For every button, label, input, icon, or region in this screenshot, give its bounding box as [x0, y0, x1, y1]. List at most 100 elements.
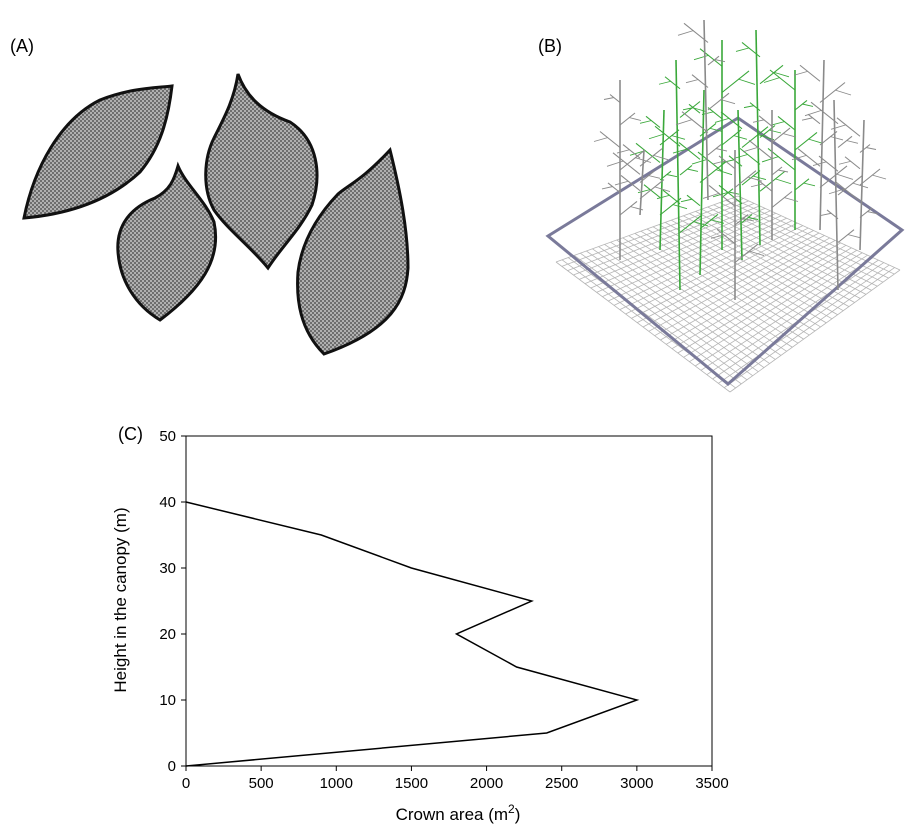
- tree-stem: [859, 119, 865, 251]
- tree-twig: [714, 59, 726, 63]
- panel-a-label: (A): [10, 36, 34, 56]
- tree-twig: [846, 140, 859, 144]
- tree-twig: [752, 175, 767, 181]
- y-tick-label: 0: [168, 758, 176, 775]
- tree-branch: [739, 147, 761, 165]
- tree-branch: [607, 182, 621, 193]
- tree-twig: [865, 147, 877, 150]
- grid-line: [723, 267, 895, 388]
- grid-line: [729, 269, 901, 393]
- tree-twig: [648, 133, 666, 140]
- ground-grid: [555, 195, 901, 393]
- tree-branch: [678, 142, 701, 160]
- tree-branch: [691, 74, 709, 88]
- tree-twig: [847, 234, 861, 239]
- tree-branch: [734, 214, 749, 226]
- tree-branch: [688, 103, 701, 114]
- tree-twig: [774, 178, 792, 185]
- tree-branch: [734, 170, 757, 188]
- tree-stem: [755, 29, 761, 246]
- tree-twig: [715, 148, 728, 152]
- tree-twig: [654, 186, 671, 192]
- tree-twig: [747, 176, 763, 182]
- tree-branch: [837, 135, 853, 148]
- plot-frame: [545, 116, 905, 386]
- tree-stem: [819, 59, 825, 231]
- tree-branch: [639, 179, 665, 200]
- tree-twig: [750, 183, 764, 188]
- tree-twig: [830, 136, 844, 141]
- tree-branch: [741, 42, 761, 58]
- tree-twig: [687, 168, 699, 172]
- tree-twig: [680, 198, 693, 203]
- tree-twig: [722, 159, 735, 163]
- grid-line: [706, 259, 879, 375]
- x-axis-ticks: 0 500 1000 1500 2000 2500 3000 3500: [182, 766, 729, 792]
- tree-twig: [802, 103, 814, 107]
- leaf-shape-4: [296, 146, 410, 356]
- tree-branch: [679, 164, 693, 176]
- tree-branch: [844, 156, 861, 170]
- tree-twig: [685, 79, 699, 84]
- tree-branch: [716, 228, 736, 245]
- tree-branch: [686, 194, 701, 207]
- tree-branch: [799, 64, 821, 82]
- tree-twig: [838, 160, 852, 165]
- y-axis-ticks: 0 10 20 30 40 50: [159, 428, 186, 775]
- tree-twig: [672, 204, 688, 210]
- tree-stem: [675, 59, 681, 291]
- tree-twig: [593, 137, 609, 142]
- tree-branch: [639, 170, 655, 183]
- tree-branch: [679, 214, 703, 233]
- tree-twig: [648, 175, 661, 179]
- y-tick-label: 40: [159, 494, 176, 511]
- tree-twig: [771, 121, 785, 126]
- tree-branch: [837, 229, 855, 243]
- tree-twig: [601, 186, 613, 190]
- tree-twig: [834, 89, 852, 96]
- tree-branch: [771, 166, 783, 176]
- tree-twig: [871, 174, 887, 180]
- tree-branch: [807, 113, 821, 125]
- tree-twig: [773, 71, 790, 78]
- grid-line: [694, 254, 868, 367]
- tree-twig: [801, 117, 813, 121]
- y-axis-title: Height in the canopy (m): [111, 507, 130, 692]
- tree-branch: [826, 209, 839, 220]
- tree-branch: [741, 214, 753, 223]
- tree-branch: [699, 48, 723, 67]
- x-tick-label: 1000: [320, 775, 353, 792]
- tree-twig: [752, 119, 765, 123]
- tree-twig: [693, 54, 709, 61]
- tree-branch: [654, 125, 681, 147]
- tree-branch: [645, 115, 661, 128]
- tree-twig: [710, 234, 725, 239]
- canopy-3d-panel: [545, 19, 905, 393]
- tree-branch: [659, 129, 680, 146]
- tree-branch: [859, 144, 871, 153]
- tree-twig: [728, 191, 740, 195]
- tree-branch: [619, 112, 636, 126]
- grid-line: [700, 257, 874, 371]
- tree-twig: [720, 99, 736, 105]
- tree-twig: [682, 107, 694, 111]
- tree-branch: [699, 213, 719, 230]
- tree-twig: [830, 124, 847, 130]
- tree-branch: [707, 55, 720, 66]
- leaf-shape-1: [22, 84, 174, 220]
- tree-twig: [658, 80, 672, 85]
- tree-branch: [859, 207, 873, 218]
- tree-branch: [708, 185, 736, 207]
- tree-branch: [721, 188, 734, 198]
- grid-line: [642, 232, 820, 328]
- tree-twig: [763, 77, 781, 83]
- tree-branch: [819, 82, 846, 103]
- tree-twig: [783, 197, 799, 202]
- grid-line: [718, 264, 890, 384]
- tree-branch: [707, 92, 730, 111]
- tree-twig: [672, 148, 688, 154]
- tree-twig: [867, 211, 879, 215]
- tree-branch: [810, 101, 839, 125]
- y-tick-label: 20: [159, 626, 176, 643]
- tree-branch: [659, 170, 672, 181]
